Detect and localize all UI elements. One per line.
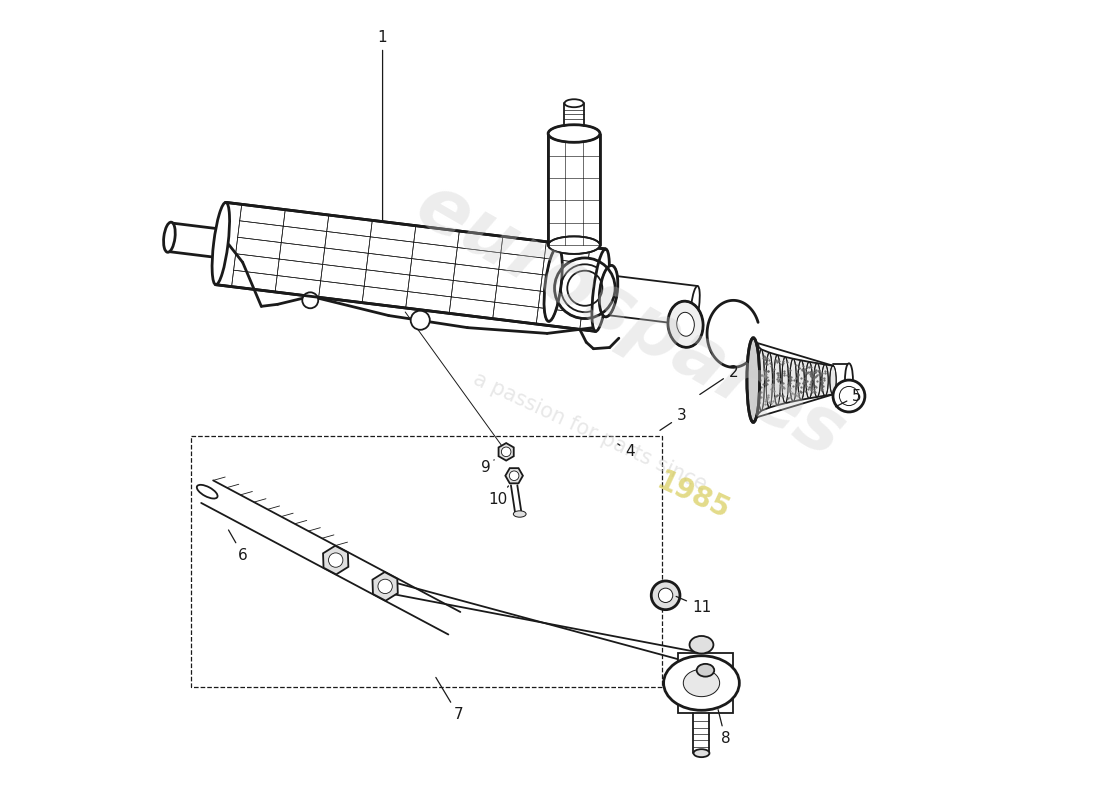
Circle shape bbox=[509, 471, 519, 481]
Text: 7: 7 bbox=[436, 678, 463, 722]
Polygon shape bbox=[216, 202, 606, 331]
Circle shape bbox=[302, 292, 318, 308]
Circle shape bbox=[651, 581, 680, 610]
Circle shape bbox=[833, 380, 865, 412]
Ellipse shape bbox=[822, 365, 828, 396]
Polygon shape bbox=[754, 342, 833, 418]
Ellipse shape bbox=[691, 286, 700, 326]
Polygon shape bbox=[498, 443, 514, 461]
Ellipse shape bbox=[750, 342, 757, 418]
Ellipse shape bbox=[845, 363, 853, 397]
Ellipse shape bbox=[592, 249, 609, 331]
Ellipse shape bbox=[548, 236, 600, 254]
Polygon shape bbox=[678, 653, 734, 714]
Circle shape bbox=[839, 386, 858, 406]
Ellipse shape bbox=[798, 360, 804, 400]
Ellipse shape bbox=[544, 247, 562, 322]
Ellipse shape bbox=[212, 202, 230, 285]
Ellipse shape bbox=[782, 357, 789, 403]
Text: a passion for parts since: a passion for parts since bbox=[470, 369, 710, 495]
Ellipse shape bbox=[663, 656, 739, 710]
Ellipse shape bbox=[696, 664, 714, 677]
Circle shape bbox=[378, 579, 393, 594]
Ellipse shape bbox=[564, 99, 584, 107]
Ellipse shape bbox=[693, 749, 710, 757]
Ellipse shape bbox=[164, 222, 175, 252]
Text: 2: 2 bbox=[700, 365, 738, 394]
Text: 11: 11 bbox=[676, 597, 711, 614]
Circle shape bbox=[502, 447, 510, 457]
Circle shape bbox=[329, 553, 343, 567]
Ellipse shape bbox=[683, 670, 719, 697]
Ellipse shape bbox=[790, 358, 796, 402]
Polygon shape bbox=[548, 134, 600, 245]
Circle shape bbox=[554, 258, 615, 318]
Ellipse shape bbox=[514, 511, 526, 517]
Ellipse shape bbox=[829, 366, 836, 394]
Circle shape bbox=[410, 310, 430, 330]
Ellipse shape bbox=[197, 485, 218, 498]
Ellipse shape bbox=[758, 350, 764, 410]
Polygon shape bbox=[373, 572, 398, 601]
Polygon shape bbox=[323, 546, 349, 574]
Ellipse shape bbox=[806, 362, 812, 398]
Text: 10: 10 bbox=[488, 486, 508, 507]
Ellipse shape bbox=[548, 125, 600, 142]
Text: 6: 6 bbox=[229, 530, 248, 563]
Ellipse shape bbox=[676, 312, 694, 336]
Text: 4: 4 bbox=[618, 444, 635, 459]
Text: 1985: 1985 bbox=[652, 466, 735, 525]
Text: 5: 5 bbox=[836, 389, 861, 406]
Ellipse shape bbox=[774, 355, 780, 406]
Text: 3: 3 bbox=[660, 409, 686, 430]
Text: eurospares: eurospares bbox=[403, 167, 857, 473]
Polygon shape bbox=[505, 468, 522, 483]
Text: 8: 8 bbox=[718, 710, 730, 746]
Ellipse shape bbox=[814, 363, 821, 397]
Ellipse shape bbox=[668, 301, 703, 347]
Ellipse shape bbox=[690, 636, 714, 654]
Ellipse shape bbox=[747, 338, 760, 422]
Circle shape bbox=[659, 588, 673, 602]
Ellipse shape bbox=[766, 353, 772, 408]
Circle shape bbox=[561, 264, 608, 312]
Text: 1: 1 bbox=[377, 30, 387, 222]
Text: 9: 9 bbox=[482, 460, 494, 475]
Ellipse shape bbox=[600, 266, 618, 317]
